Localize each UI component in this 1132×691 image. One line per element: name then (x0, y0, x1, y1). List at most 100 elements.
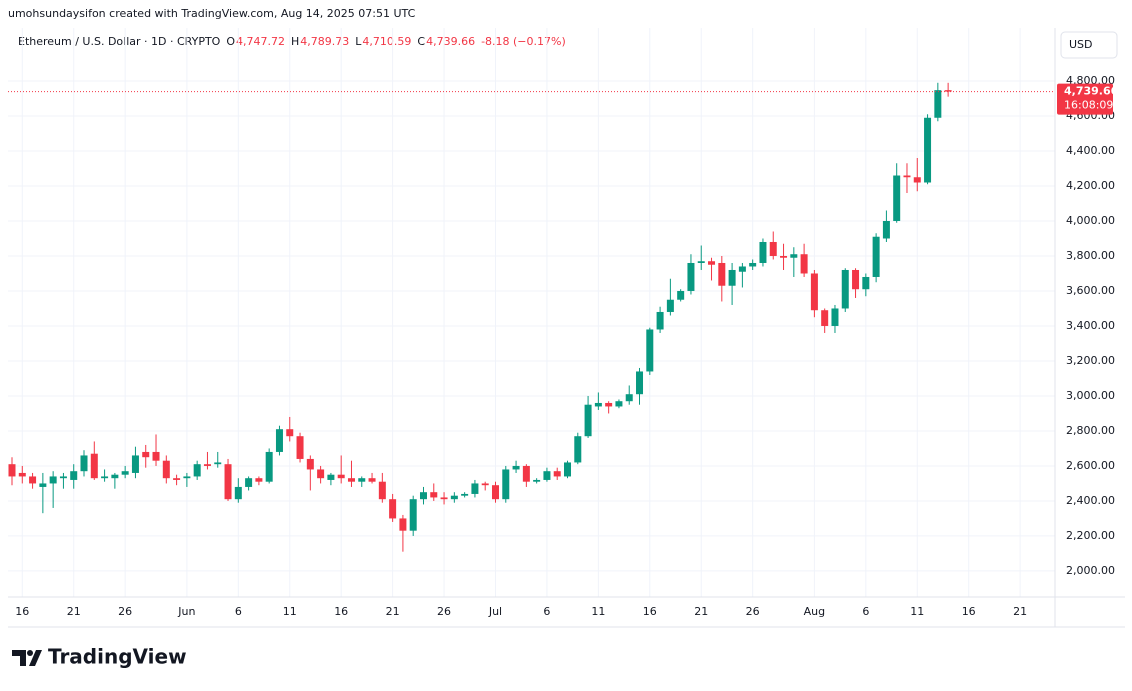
candle-body (275, 429, 283, 452)
candle-body (636, 371, 644, 395)
y-tick-label: 3,600.00 (1066, 284, 1115, 297)
x-tick-label: 16 (643, 605, 657, 618)
candle-body (800, 254, 808, 274)
legend: Ethereum / U.S. Dollar · 1D · CRYPTO O 4,7… (18, 35, 566, 48)
candle-body (173, 478, 181, 480)
candle-body (934, 90, 942, 118)
x-tick-label: 16 (334, 605, 348, 618)
candle-body (697, 261, 705, 263)
candle-body (378, 481, 386, 500)
ohlc-value: 4,789.73 (300, 35, 349, 48)
candle-body (347, 478, 355, 482)
candle-body (749, 262, 757, 267)
candle-body (29, 476, 37, 484)
candle-body (903, 175, 911, 178)
candle-body (224, 464, 232, 500)
x-tick-label: 21 (1013, 605, 1027, 618)
y-tick-label: 4,200.00 (1066, 179, 1115, 192)
candle-body (512, 465, 520, 470)
candle-body (111, 474, 119, 479)
y-tick-label: 2,600.00 (1066, 459, 1115, 472)
last-price-box (1057, 83, 1113, 115)
candle-body (564, 462, 572, 477)
y-tick-label: 4,000.00 (1066, 214, 1115, 227)
candle-body (780, 255, 788, 258)
candle-body (656, 311, 664, 330)
candle-body (481, 483, 489, 486)
candle-body (677, 290, 685, 300)
currency-button[interactable] (1060, 31, 1118, 59)
candle-body (337, 474, 345, 479)
y-tick-label: 3,200.00 (1066, 354, 1115, 367)
candle-body (193, 464, 201, 477)
candle-body (461, 493, 469, 496)
candle-body (142, 451, 150, 458)
ohlc-value: 4,739.66 (426, 35, 475, 48)
candle-body (769, 241, 777, 256)
x-tick-label: 16 (962, 605, 976, 618)
x-tick-label: 6 (862, 605, 869, 618)
y-tick-label: 4,400.00 (1066, 144, 1115, 157)
change: -8.18 (−0.17%) (481, 35, 566, 48)
x-tick-label: 21 (694, 605, 708, 618)
candle-body (841, 269, 849, 309)
candle-body (831, 308, 839, 326)
candle-body (759, 241, 767, 263)
x-tick-label: Aug (804, 605, 825, 618)
candle-body (399, 518, 407, 531)
logo-dot (27, 650, 33, 656)
candle-body (615, 401, 623, 407)
x-tick-label: 21 (386, 605, 400, 618)
candle-body (471, 483, 479, 494)
candle-body (625, 394, 633, 402)
candle-body (440, 497, 448, 500)
x-tick-label: 6 (543, 605, 550, 618)
candle-body (687, 262, 695, 291)
x-tick-label: 11 (591, 605, 605, 618)
ohlc-key: O (226, 35, 235, 48)
candle-body (70, 471, 78, 480)
candle-body (718, 262, 726, 286)
candle-body (882, 220, 890, 239)
x-tick-label: 26 (118, 605, 132, 618)
candle-body (924, 117, 932, 183)
candle-body (39, 483, 47, 487)
candle-body (90, 453, 98, 479)
candle-body (234, 486, 242, 500)
candle-body (574, 436, 582, 463)
candle-body (49, 476, 57, 484)
ohlc-key: C (417, 35, 425, 48)
candle-body (852, 269, 860, 290)
y-tick-label: 2,000.00 (1066, 564, 1115, 577)
x-tick-label: Jul (488, 605, 502, 618)
logo-icon (12, 650, 42, 666)
candle-body (214, 462, 222, 465)
ohlc-key: H (291, 35, 299, 48)
last-price-label: 4,739.66 (1064, 85, 1119, 98)
candle-body (893, 175, 901, 221)
y-tick-label: 2,800.00 (1066, 424, 1115, 437)
candle-body (543, 471, 551, 480)
candle-body (419, 492, 427, 500)
x-tick-label: 11 (910, 605, 924, 618)
candle-body (450, 495, 458, 500)
x-tick-label: 16 (15, 605, 29, 618)
candle-body (306, 458, 314, 470)
candle-body (183, 476, 191, 479)
candle-body (409, 499, 417, 531)
credit: umohsundaysifon created with TradingView… (8, 7, 416, 20)
candle-body (286, 429, 294, 437)
candle-body (533, 479, 541, 482)
candle-body (522, 465, 530, 482)
candle-body (491, 485, 499, 500)
candle-body (8, 464, 16, 477)
axes: 2,000.00 2,200.00 2,400.00 2,600.00 2,800.00… (15, 74, 1118, 618)
candle-body (18, 472, 26, 477)
y-tick-label: 3,800.00 (1066, 249, 1115, 262)
x-tick-label: 26 (437, 605, 451, 618)
x-tick-label: 11 (283, 605, 297, 618)
candle-body (430, 492, 438, 498)
candle-body (738, 266, 746, 272)
